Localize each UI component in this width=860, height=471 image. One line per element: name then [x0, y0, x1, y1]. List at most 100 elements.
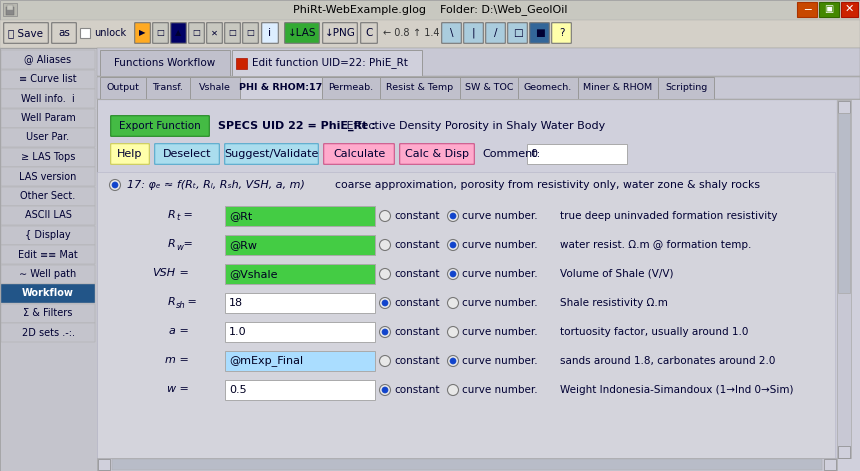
FancyBboxPatch shape — [170, 23, 187, 43]
Bar — [1, 128, 95, 147]
Bar — [527, 144, 627, 164]
Text: =: = — [176, 355, 189, 365]
Circle shape — [450, 242, 456, 248]
Bar — [824, 459, 836, 470]
Text: □: □ — [193, 29, 200, 38]
Text: Volume of Shale (V/V): Volume of Shale (V/V) — [560, 269, 673, 279]
Bar — [1, 147, 95, 167]
Text: constant: constant — [394, 327, 439, 337]
FancyBboxPatch shape — [322, 23, 357, 43]
Text: true deep uninvaded formation resistivity: true deep uninvaded formation resistivit… — [560, 211, 777, 221]
Circle shape — [382, 329, 388, 335]
Text: Edit function UID=22: PhiE_Rt: Edit function UID=22: PhiE_Rt — [252, 57, 408, 68]
Text: C: C — [366, 28, 372, 38]
Bar — [100, 50, 230, 76]
Text: @Vshale: @Vshale — [229, 269, 278, 279]
Text: Export Function: Export Function — [120, 121, 201, 131]
Text: ▣: ▣ — [825, 4, 833, 14]
Text: R: R — [167, 297, 175, 307]
Bar — [97, 76, 860, 77]
Text: =: = — [176, 268, 189, 278]
Text: ↓PNG: ↓PNG — [324, 28, 355, 38]
Circle shape — [447, 384, 458, 396]
Bar — [97, 77, 860, 99]
Bar — [1, 265, 95, 284]
Text: ▶: ▶ — [139, 29, 145, 38]
Text: @Rw: @Rw — [229, 240, 257, 250]
Bar — [240, 77, 322, 99]
Text: □: □ — [157, 29, 164, 38]
Circle shape — [450, 213, 456, 219]
Text: ↓LAS: ↓LAS — [288, 28, 316, 38]
Text: ASCII LAS: ASCII LAS — [25, 211, 71, 220]
Text: water resist. Ω.m @ formation temp.: water resist. Ω.m @ formation temp. — [560, 240, 752, 250]
Bar — [841, 2, 858, 17]
Text: ▲: ▲ — [175, 29, 181, 38]
Bar — [225, 351, 375, 371]
Text: ✕: ✕ — [845, 4, 854, 14]
Text: ≡ Curve list: ≡ Curve list — [19, 74, 77, 84]
Bar — [6, 7, 14, 15]
Text: LAS version: LAS version — [19, 171, 77, 181]
Bar — [658, 77, 714, 99]
Bar — [190, 77, 240, 99]
Text: R: R — [167, 210, 175, 220]
Text: 💾 Save: 💾 Save — [9, 28, 44, 38]
Bar — [225, 380, 375, 400]
Text: Deselect: Deselect — [163, 149, 212, 159]
Text: =: = — [176, 384, 189, 394]
Circle shape — [379, 211, 390, 221]
FancyBboxPatch shape — [464, 23, 483, 43]
Bar — [97, 100, 837, 458]
Text: Vshale: Vshale — [199, 83, 231, 92]
Text: R: R — [167, 239, 175, 249]
Text: SPECS UID 22 = PhiE_Rt :: SPECS UID 22 = PhiE_Rt : — [218, 121, 376, 131]
Text: User Par.: User Par. — [27, 132, 70, 143]
Bar — [1, 89, 95, 108]
Text: curve number.: curve number. — [462, 298, 538, 308]
Text: curve number.: curve number. — [462, 385, 538, 395]
Text: curve number.: curve number. — [462, 269, 538, 279]
Circle shape — [382, 387, 388, 393]
Bar — [838, 113, 850, 293]
Circle shape — [379, 356, 390, 366]
Text: curve number.: curve number. — [462, 240, 538, 250]
Bar — [1, 323, 95, 342]
Bar — [3, 3, 17, 16]
Text: Well info.  i: Well info. i — [22, 94, 75, 104]
Circle shape — [379, 326, 390, 338]
Text: curve number.: curve number. — [462, 356, 538, 366]
Text: w: w — [166, 384, 175, 394]
FancyBboxPatch shape — [153, 23, 169, 43]
Text: constant: constant — [394, 269, 439, 279]
Text: SW & TOC: SW & TOC — [464, 83, 513, 92]
Text: Scripting: Scripting — [665, 83, 707, 92]
Text: Weight Indonesia-Simandoux (1→Ind 0→Sim): Weight Indonesia-Simandoux (1→Ind 0→Sim) — [560, 385, 794, 395]
Text: { Display: { Display — [25, 230, 71, 240]
Text: /: / — [494, 28, 497, 38]
FancyBboxPatch shape — [135, 23, 150, 43]
Text: coarse approximation, porosity from resistivity only, water zone & shaly rocks: coarse approximation, porosity from resi… — [335, 180, 760, 190]
Text: curve number.: curve number. — [462, 211, 538, 221]
FancyBboxPatch shape — [52, 23, 77, 43]
Circle shape — [450, 358, 456, 364]
Bar — [819, 2, 839, 17]
Text: \: \ — [450, 28, 453, 38]
Bar — [225, 293, 375, 313]
Circle shape — [112, 182, 118, 188]
Text: 2D sets .-:.: 2D sets .-:. — [22, 327, 75, 338]
Text: Other Sect.: Other Sect. — [21, 191, 76, 201]
Circle shape — [379, 239, 390, 251]
Bar — [97, 48, 860, 76]
Bar — [460, 77, 518, 99]
Bar — [1, 226, 95, 244]
Bar — [1, 70, 95, 89]
FancyBboxPatch shape — [188, 23, 205, 43]
Bar — [837, 100, 851, 458]
Circle shape — [447, 239, 458, 251]
Bar — [225, 264, 375, 284]
Circle shape — [447, 298, 458, 309]
Text: ✕: ✕ — [211, 29, 218, 38]
Text: Calculate: Calculate — [333, 149, 385, 159]
Text: Geomech.: Geomech. — [524, 83, 572, 92]
